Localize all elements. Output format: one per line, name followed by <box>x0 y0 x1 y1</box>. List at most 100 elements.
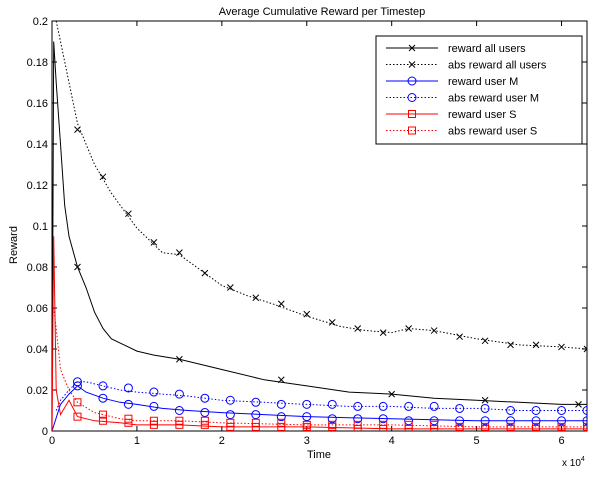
series-marker <box>200 416 209 425</box>
series-marker <box>480 403 490 413</box>
series-marker <box>276 412 286 422</box>
series-marker <box>404 420 413 429</box>
series-marker <box>251 410 261 420</box>
legend-swatch-marker <box>407 76 417 86</box>
series-marker <box>302 399 312 409</box>
series-marker <box>98 393 108 403</box>
plot-area: 0 1 2 3 4 5 6 0 0.02 0.04 0.06 0.08 0.1 0.12 0.14 0.16 0… <box>27 16 588 447</box>
x-tick-label: 6 <box>558 435 564 447</box>
legend-label: reward user M <box>448 76 518 88</box>
series-marker <box>481 422 490 431</box>
series-line <box>55 381 587 411</box>
x-tick-label: 1 <box>134 435 140 447</box>
series-marker <box>74 263 81 271</box>
series-marker <box>481 396 489 404</box>
x-tick-label: 4 <box>389 435 395 447</box>
series-marker <box>353 401 363 411</box>
x-multiplier-base: x 10 <box>562 458 581 469</box>
series-line <box>52 385 587 431</box>
series-marker <box>456 333 463 341</box>
legend-label: abs reward all users <box>448 60 547 72</box>
series-marker <box>328 420 337 429</box>
series-marker <box>430 327 438 334</box>
series-marker <box>388 390 396 398</box>
legend-label: abs reward user S <box>448 126 537 138</box>
series-marker <box>302 412 312 422</box>
series-marker <box>405 325 413 332</box>
series-marker <box>149 416 158 425</box>
series-marker <box>277 418 286 427</box>
series-abs-reward-user-M <box>55 377 587 415</box>
series-marker <box>125 210 132 218</box>
series-abs-reward-all-users <box>55 21 587 353</box>
series-marker <box>404 424 413 431</box>
legend-swatch-marker <box>408 44 416 52</box>
series-line <box>52 236 587 431</box>
x-tick-label: 2 <box>219 435 225 447</box>
series-marker <box>98 410 107 419</box>
series-marker <box>429 416 439 426</box>
series-marker <box>506 406 516 415</box>
series-marker <box>302 420 311 429</box>
y-tick-label: 0.2 <box>33 16 48 28</box>
y-tick-label: 0.04 <box>27 344 48 356</box>
series-marker <box>98 416 107 425</box>
x-tick-label: 0 <box>49 435 55 447</box>
series-marker <box>174 406 184 415</box>
series-marker <box>480 416 490 426</box>
series-marker <box>583 422 587 431</box>
x-tick-label: 3 <box>304 435 310 447</box>
series-marker <box>378 401 388 411</box>
series-marker <box>531 406 541 415</box>
series-marker <box>353 420 362 429</box>
series-marker <box>277 376 285 384</box>
series-marker <box>506 416 516 426</box>
series-marker <box>354 325 362 332</box>
series-marker <box>455 416 465 426</box>
series-marker <box>532 341 540 349</box>
y-tick-label: 0.06 <box>27 303 48 315</box>
series-marker <box>200 408 210 418</box>
y-tick-label: 0.1 <box>33 221 48 233</box>
legend: reward all users abs reward all users rewa… <box>375 35 583 145</box>
series-marker <box>429 401 439 411</box>
legend-box <box>375 35 583 145</box>
series-marker <box>532 422 541 431</box>
series-marker <box>124 414 133 423</box>
series-marker <box>582 416 587 426</box>
series-marker <box>200 393 210 403</box>
y-tick-label: 0 <box>42 426 48 438</box>
y-tick-label: 0.16 <box>27 98 48 110</box>
x-tick-label: 5 <box>474 435 480 447</box>
series-marker <box>327 399 337 409</box>
series-marker <box>507 341 514 349</box>
series-marker <box>252 294 260 302</box>
series-marker <box>404 416 414 426</box>
series-marker <box>225 395 235 405</box>
legend-swatch-marker <box>407 93 417 102</box>
series-marker <box>277 300 285 308</box>
series-marker <box>149 401 159 411</box>
series-marker <box>455 422 464 431</box>
series-marker <box>276 399 286 409</box>
legend-label: reward all users <box>448 43 526 55</box>
y-tick-label: 0.14 <box>27 139 48 151</box>
y-tick-label: 0.08 <box>27 262 48 274</box>
series-marker <box>328 318 336 326</box>
series-marker <box>531 416 541 426</box>
series-marker <box>557 416 567 426</box>
series-marker <box>379 420 388 429</box>
series-marker <box>327 414 337 424</box>
series-marker <box>455 403 465 413</box>
series-marker <box>98 381 108 391</box>
legend-swatch-marker <box>408 110 416 118</box>
series-marker <box>582 406 587 415</box>
series-marker <box>558 343 565 351</box>
series-marker <box>124 418 133 427</box>
y-tick-label: 0.02 <box>27 385 48 397</box>
series-layer <box>52 21 587 431</box>
chart-title: Average Cumulative Reward per Timestep <box>219 6 425 18</box>
series-marker <box>226 284 234 291</box>
x-multiplier-label: x 104 <box>562 456 585 469</box>
